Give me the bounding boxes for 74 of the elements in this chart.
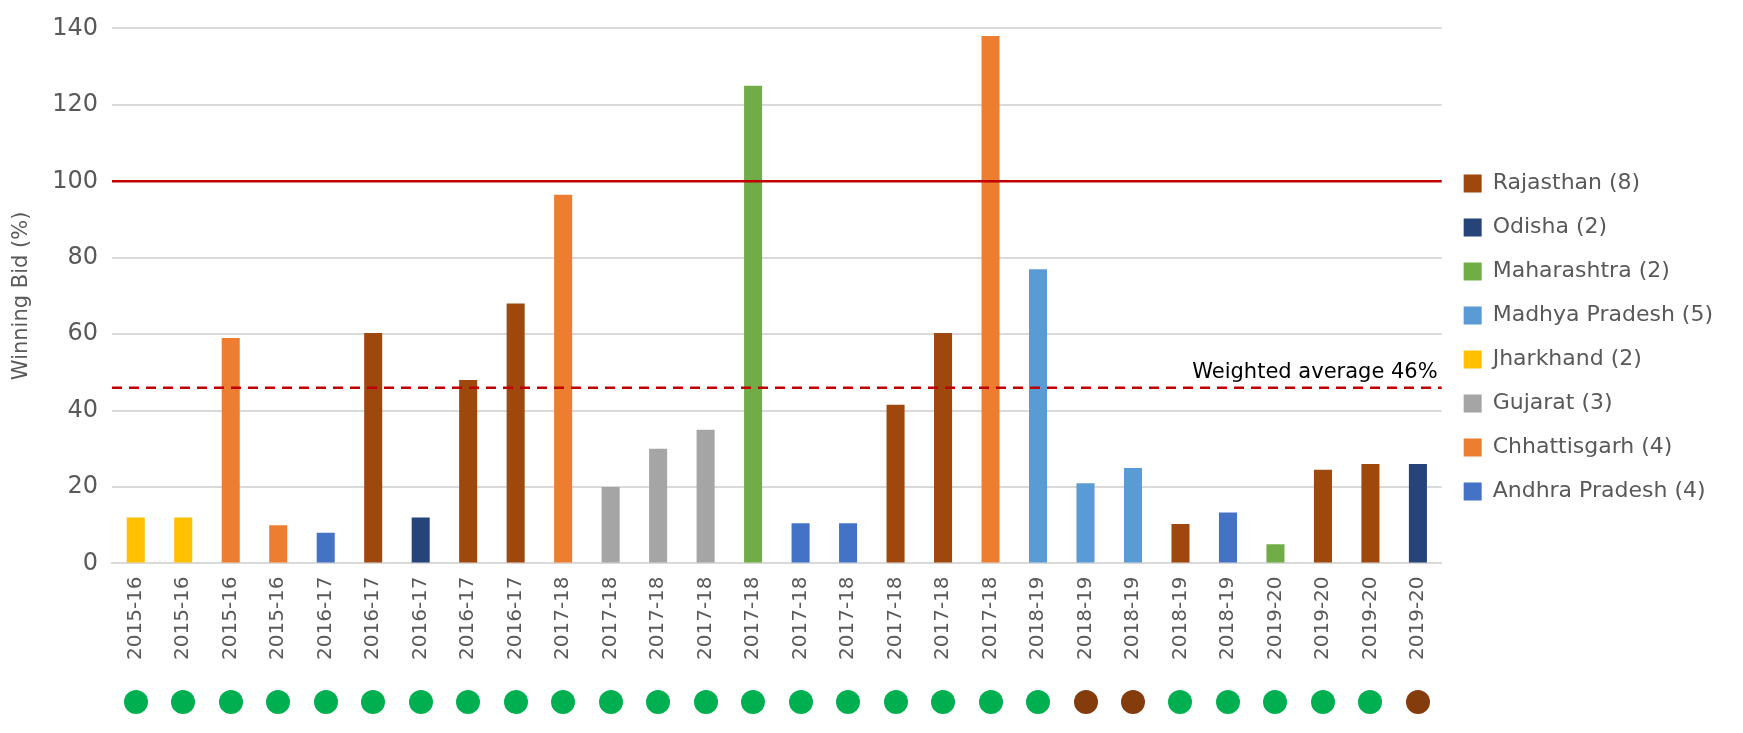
y-tick-label: 100 [52, 165, 99, 194]
x-tick-label: 2017-18 [881, 576, 906, 661]
x-tick-label: 2017-18 [786, 576, 811, 661]
y-tick-label: 40 [67, 394, 99, 423]
y-tick-label: 120 [52, 89, 99, 118]
bar [269, 525, 288, 563]
x-tick-label: 2018-19 [1071, 576, 1096, 661]
x-tick-label: 2017-18 [976, 576, 1001, 661]
bar [981, 36, 1000, 563]
bar [1408, 464, 1427, 563]
legend-label: Gujarat (3) [1492, 389, 1613, 415]
bar [696, 429, 715, 563]
x-tick-label: 2015-16 [169, 576, 194, 661]
bar [174, 517, 193, 563]
bar [221, 337, 240, 563]
x-tick-label: 2016-17 [406, 576, 431, 661]
bar [459, 380, 478, 563]
x-tick-label: 2015-16 [264, 576, 289, 661]
x-tick-label: 2017-18 [834, 576, 859, 661]
bar [791, 523, 810, 563]
bar [1218, 512, 1237, 563]
y-axis-title: Winning Bid (%) [8, 211, 33, 381]
bar [649, 448, 668, 563]
x-tick-label: 2018-19 [1166, 576, 1191, 661]
x-tick-label: 2016-17 [311, 576, 336, 661]
legend-label: Andhra Pradesh (4) [1492, 477, 1706, 503]
legend-label: Rajasthan (8) [1492, 169, 1641, 195]
x-tick-label: 2015-16 [121, 576, 146, 661]
legend-label: Odisha (2) [1492, 213, 1608, 239]
bar [554, 194, 573, 563]
y-tick-label: 20 [67, 471, 99, 500]
legend-label: Maharashtra (2) [1492, 257, 1670, 283]
x-tick-label: 2017-18 [644, 576, 669, 661]
x-tick-label: 2018-19 [1119, 576, 1144, 661]
bar [1123, 467, 1143, 563]
bar [1361, 464, 1380, 563]
x-tick-label: 2019-20 [1261, 576, 1286, 661]
bar [1029, 269, 1048, 563]
bar [1313, 469, 1332, 563]
legend-label: Jharkhand (2) [1490, 345, 1642, 371]
bar [364, 332, 383, 563]
x-tick-label: 2019-20 [1404, 576, 1429, 661]
x-tick-label: 2017-18 [549, 576, 574, 661]
y-tick-label: 80 [67, 241, 99, 270]
bar [316, 532, 335, 563]
bar [1266, 544, 1285, 563]
bar [126, 517, 145, 563]
x-tick-label: 2016-17 [454, 576, 479, 661]
y-tick-label: 140 [52, 12, 99, 41]
bar [601, 487, 620, 563]
bar [411, 517, 430, 563]
bar [506, 303, 525, 563]
bar [1076, 483, 1095, 563]
x-tick-label: 2019-20 [1309, 576, 1334, 661]
legend-label: Madhya Pradesh (5) [1492, 301, 1714, 327]
x-tick-label: 2017-18 [691, 576, 716, 661]
x-tick-label: 2015-16 [216, 576, 241, 661]
x-tick-label: 2019-20 [1356, 576, 1381, 661]
legend-label: Chhattisgarh (4) [1492, 433, 1673, 459]
x-tick-label: 2017-18 [596, 576, 621, 661]
x-tick-label: 2018-19 [1024, 576, 1049, 661]
bar [886, 404, 905, 563]
bar [744, 85, 763, 563]
bar [934, 332, 953, 563]
y-tick-label: 60 [67, 318, 99, 347]
bar [839, 523, 858, 563]
y-tick-label: 0 [82, 547, 99, 576]
x-tick-label: 2017-18 [739, 576, 764, 661]
bar [1171, 524, 1190, 563]
x-tick-label: 2016-17 [359, 576, 384, 661]
x-tick-label: 2018-19 [1214, 576, 1239, 661]
ref-line-label: Weighted average 46% [1192, 358, 1438, 383]
x-tick-label: 2016-17 [501, 576, 526, 661]
x-tick-label: 2017-18 [929, 576, 954, 661]
